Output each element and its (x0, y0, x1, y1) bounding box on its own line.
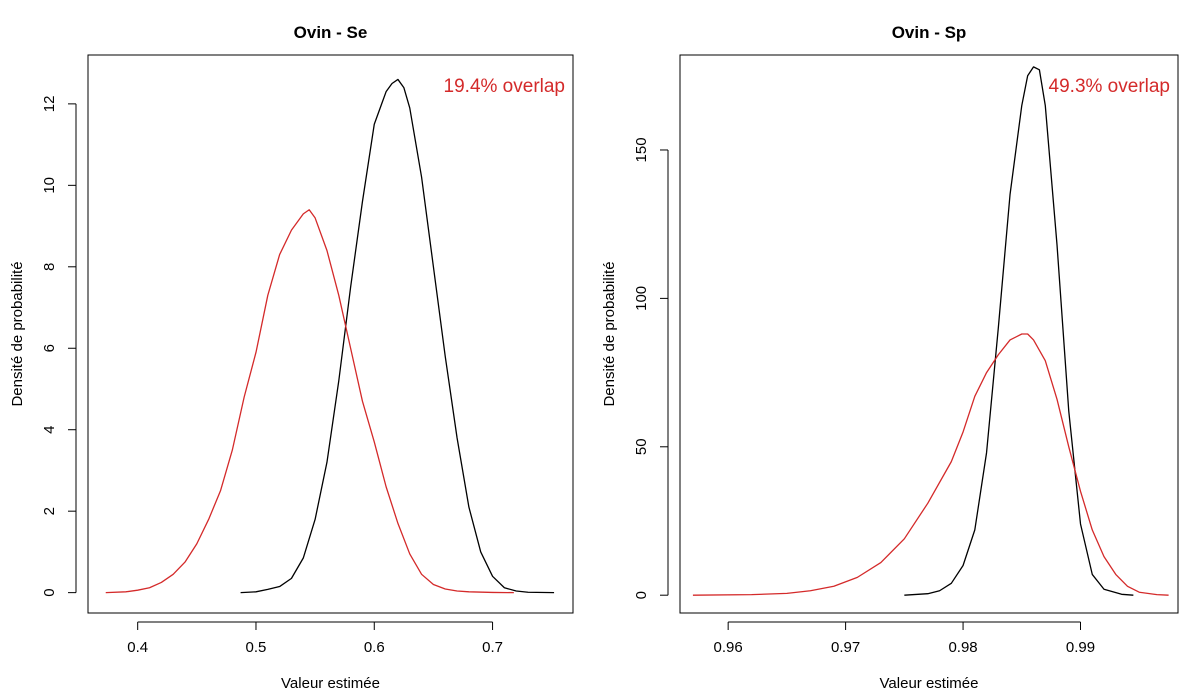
x-tick-label: 0.5 (246, 639, 267, 656)
y-tick-label: 8 (41, 263, 58, 271)
y-tick-label: 100 (633, 286, 650, 311)
y-tick-label: 2 (41, 507, 58, 515)
x-tick-label: 0.4 (127, 639, 148, 656)
y-tick-label: 12 (41, 96, 58, 113)
x-axis-label: Valeur estimée (880, 675, 979, 692)
plot-frame (679, 54, 1179, 614)
y-tick-label: 0 (633, 591, 650, 599)
y-tick-label: 4 (41, 426, 58, 434)
plot-frame (87, 54, 574, 614)
x-tick-label: 0.6 (364, 639, 385, 656)
y-tick-label: 150 (633, 137, 650, 162)
y-tick-label: 6 (41, 344, 58, 352)
y-axis-label: Densité de probabilité (601, 261, 618, 406)
y-tick-label: 50 (633, 438, 650, 455)
x-tick-label: 0.97 (831, 639, 860, 656)
chart-title: Ovin - Se (294, 23, 368, 42)
overlap-annotation: 19.4% overlap (444, 76, 565, 97)
x-tick-label: 0.98 (948, 639, 977, 656)
y-tick-label: 0 (41, 588, 58, 596)
x-axis-label: Valeur estimée (281, 675, 380, 692)
y-axis-label: Densité de probabilité (9, 261, 26, 406)
x-tick-label: 0.96 (714, 639, 743, 656)
x-tick-label: 0.99 (1066, 639, 1095, 656)
density-curve-red (692, 333, 1169, 596)
density-curve-black (904, 66, 1134, 596)
overlap-annotation: 49.3% overlap (1049, 76, 1170, 97)
density-curve-red (105, 209, 514, 594)
y-tick-label: 10 (41, 177, 58, 194)
density-curve-black (240, 78, 555, 594)
x-tick-label: 0.7 (482, 639, 503, 656)
chart-title: Ovin - Sp (892, 23, 967, 42)
